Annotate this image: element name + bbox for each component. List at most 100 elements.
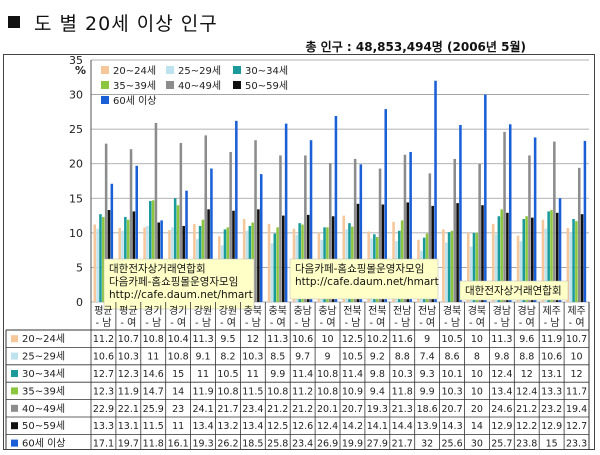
bar-2 (444, 242, 448, 302)
bar-5 (453, 158, 457, 302)
bar-1 (566, 228, 570, 302)
category-label-bottom: - 남 (344, 317, 360, 329)
bar-3 (273, 233, 277, 302)
bar-4 (151, 200, 155, 302)
table-cell: 11.2 (93, 334, 114, 345)
bar-7 (259, 174, 263, 302)
bar-1 (516, 235, 520, 302)
table-cell: 14.2 (342, 421, 363, 432)
table-cell: 13.3 (93, 421, 114, 432)
legend-swatch (233, 66, 241, 74)
category-label-top: 강원 (194, 305, 212, 317)
legend-label: 40~49세 (178, 80, 221, 92)
category-label-bottom: - 여 (170, 317, 186, 329)
table-cell: 16.1 (168, 439, 189, 449)
table-cell: 9.6 (519, 334, 534, 345)
table-cell: 11 (172, 421, 184, 432)
category-label-top: 경기 (169, 304, 187, 317)
table-cell: 25.8 (267, 439, 288, 449)
bar-7 (583, 140, 587, 302)
category-label-top: 제주 (542, 305, 560, 317)
table-cell: 20.7 (441, 404, 462, 415)
watermark-note-box (289, 258, 439, 300)
bar-1 (541, 219, 545, 302)
watermark-note-text: 대한전자상거래연합회 (465, 285, 562, 297)
table-cell: 10 (322, 334, 334, 345)
category-label-top: 전북 (343, 305, 361, 317)
legend-swatch (166, 66, 174, 74)
table-cell: 32 (421, 439, 433, 449)
category-label-top: 제주 (567, 305, 585, 317)
bar-2 (96, 228, 99, 302)
bar-2 (519, 241, 523, 302)
table-cell: 19.4 (566, 404, 587, 415)
table-cell: 23 (172, 404, 184, 415)
category-label-bottom: - 남 (544, 317, 560, 329)
table-cell: 12.4 (491, 369, 512, 380)
table-cell: 24.1 (192, 404, 213, 415)
table-cell: 10.3 (392, 369, 413, 380)
table-cell: 12 (571, 369, 583, 380)
table-cell: 11.8 (143, 439, 164, 449)
bar-5 (553, 141, 556, 302)
table-cell: 10.6 (292, 334, 313, 345)
table-cell: 10.8 (143, 334, 164, 345)
table-cell: 8.2 (220, 352, 235, 363)
table-cell: 12 (247, 334, 259, 345)
table-legend-swatch (11, 335, 18, 343)
bar-5 (179, 142, 183, 302)
table-cell: 13.1 (118, 421, 139, 432)
bar-6 (356, 203, 360, 302)
bar-6 (431, 205, 434, 302)
category-label-bottom: - 남 (145, 317, 161, 329)
title-row: 도 별 20세 이상 인구 (8, 10, 218, 35)
legend-label: 25~29세 (178, 65, 221, 77)
category-label-bottom: - 여 (120, 317, 136, 329)
table-cell: 9 (424, 334, 430, 345)
legend: 20~24세 25~29세 30~34세 35~39세 40~49세 50~59세 60세 … (101, 65, 288, 107)
bar-7 (409, 151, 412, 302)
y-tick-label: 0 (76, 296, 83, 309)
y-tick-label: 25 (69, 123, 83, 136)
category-label-top: 경북 (443, 304, 461, 317)
table-cell: 25.6 (441, 439, 462, 449)
bar-7 (359, 164, 363, 302)
legend-swatch (233, 81, 241, 89)
legend-label: 35~39세 (113, 80, 156, 92)
bar-6 (406, 202, 410, 302)
category-label-bottom: - 남 (444, 317, 460, 329)
watermark-note: 대한전자상거래연합회 (459, 280, 569, 301)
y-tick-label: 35 (69, 55, 83, 67)
table-cell: 10.7 (566, 334, 587, 345)
bar-1 (93, 224, 97, 302)
bar-3 (547, 211, 550, 302)
bar-5 (229, 151, 232, 302)
table-cell: 18.5 (242, 439, 263, 449)
table-row-header: 20~24세 (22, 333, 65, 345)
table-cell: 14.6 (143, 369, 164, 380)
category-label-top: 강원 (219, 305, 237, 317)
table-cell: 24.6 (491, 404, 512, 415)
table-cell: 21.7 (392, 439, 413, 449)
table-cell: 15 (172, 369, 184, 380)
bar-5 (254, 140, 257, 302)
table-cell: 20.1 (317, 404, 338, 415)
table-cell: 25.7 (491, 439, 512, 449)
bar-1 (491, 223, 495, 302)
bar-2 (494, 234, 498, 302)
table-cell: 10.8 (217, 386, 238, 397)
bar-5 (129, 149, 133, 302)
bar-7 (434, 80, 437, 302)
category-label-top: 충남 (318, 305, 336, 317)
bar-2 (270, 243, 274, 302)
table-cell: 23.4 (242, 404, 263, 415)
table-cell: 9.2 (370, 352, 385, 363)
bar-2 (469, 246, 473, 302)
category-label-top: 경기 (144, 304, 162, 317)
bar-5 (577, 167, 581, 302)
table-cell: 11.9 (192, 386, 213, 397)
table-cell: 9.9 (420, 386, 435, 397)
category-label-top: 전북 (368, 305, 386, 317)
bar-6 (207, 209, 210, 302)
category-label-bottom: - 여 (469, 317, 485, 329)
